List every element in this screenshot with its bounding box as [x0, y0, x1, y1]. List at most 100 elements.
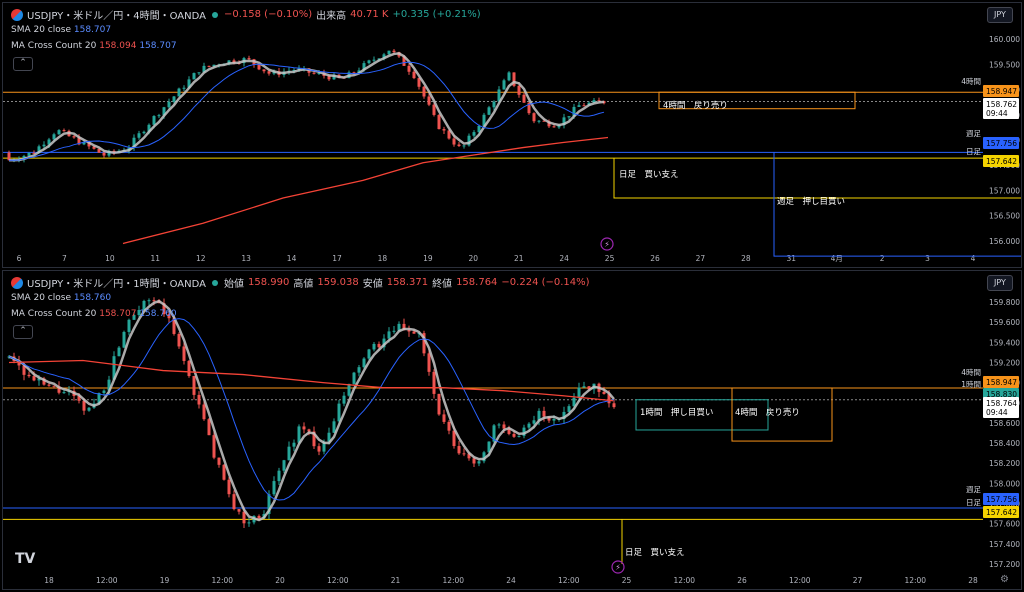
- flag-icon: [11, 276, 23, 289]
- symbol-title-1h[interactable]: USDJPY・米ドル／円・1時間・OANDA: [27, 279, 206, 290]
- zone-bracket: [773, 152, 1021, 257]
- candle-body: [287, 446, 291, 461]
- candle-body: [197, 72, 201, 74]
- price-tag-label: 日足: [966, 498, 981, 507]
- candle-body: [332, 74, 336, 80]
- sma-name: SMA 20 close: [11, 25, 71, 35]
- price-tick-label: 159.400: [989, 338, 1020, 347]
- price-tag-label: 1時間: [961, 380, 981, 389]
- candle-body: [472, 132, 476, 136]
- candle-body: [387, 331, 391, 339]
- candle-body: [132, 315, 136, 320]
- candle-body: [32, 152, 36, 154]
- price-tag-label: 週足: [966, 129, 981, 138]
- currency-button-1h[interactable]: JPY: [987, 275, 1013, 291]
- volume-label: 出来高: [316, 11, 347, 22]
- candle-body: [77, 137, 81, 145]
- price-change-4h: −0.158 (−0.10%): [223, 9, 313, 20]
- candle-body: [217, 457, 221, 465]
- lightning-icon: ⚡: [615, 563, 621, 572]
- candle-body: [292, 442, 296, 447]
- price-tick-label: 158.000: [989, 479, 1020, 488]
- candle-body: [367, 60, 371, 64]
- date-tick-label: 7: [62, 254, 67, 263]
- price-tick-label: 158.600: [989, 419, 1020, 428]
- candle-body: [467, 453, 471, 459]
- date-tick-label: 13: [241, 254, 251, 263]
- candle-body: [332, 421, 336, 433]
- price-tag-label: 日足: [966, 147, 981, 156]
- date-tick-label: 20: [275, 576, 285, 585]
- candle-body: [167, 314, 171, 319]
- candle-body: [92, 146, 96, 149]
- candle-body: [227, 479, 231, 495]
- candle-body: [547, 416, 551, 421]
- candle-body: [547, 121, 551, 127]
- candle-body: [507, 72, 511, 81]
- candle-body: [522, 94, 526, 103]
- candle-body: [352, 372, 356, 384]
- candle-body: [542, 410, 546, 417]
- candle-body: [412, 331, 416, 334]
- candle-body: [532, 113, 536, 122]
- date-tick-label: 19: [160, 576, 170, 585]
- indicator-sma-4h[interactable]: SMA 20 close 158.707: [11, 25, 111, 35]
- price-tick-label: 160.000: [989, 35, 1020, 44]
- tradingview-logo[interactable]: TV: [15, 551, 36, 567]
- chart-canvas-4h[interactable]: 160.000159.500159.000158.500158.000157.5…: [3, 3, 1021, 267]
- volume-value: 40.71 K: [350, 9, 389, 20]
- candle-body: [127, 319, 131, 332]
- candle-body: [527, 423, 531, 428]
- candle-body: [32, 376, 36, 381]
- symbol-title-4h[interactable]: USDJPY・米ドル／円・4時間・OANDA: [27, 11, 206, 22]
- candle-body: [162, 107, 166, 116]
- price-tick-label: 157.200: [989, 560, 1020, 569]
- price-tag: [983, 137, 1019, 149]
- candle-body: [327, 75, 331, 80]
- candle-body: [222, 464, 226, 480]
- chart-pane-4h[interactable]: 160.000159.500159.000158.500158.000157.5…: [2, 2, 1022, 268]
- candle-body: [397, 323, 401, 331]
- currency-button-4h[interactable]: JPY: [987, 7, 1013, 23]
- date-tick-label: 10: [105, 254, 115, 263]
- candle-body: [592, 100, 596, 103]
- candle-body: [422, 86, 426, 97]
- candle-body: [377, 343, 381, 348]
- settings-gear-icon[interactable]: ⚙: [1000, 574, 1009, 585]
- candle-body: [97, 148, 101, 153]
- sma-value: 158.760: [73, 293, 112, 303]
- date-tick-label: 12:00: [96, 576, 118, 585]
- price-tick-label: 157.000: [989, 186, 1020, 195]
- candle-body: [352, 72, 356, 74]
- candle-body: [372, 343, 376, 350]
- candle-body: [597, 100, 601, 102]
- candle-body: [312, 431, 316, 447]
- candle-body: [147, 124, 151, 132]
- candle-body: [427, 353, 431, 372]
- collapse-legend-button[interactable]: ⌃: [13, 57, 33, 71]
- collapse-legend-button[interactable]: ⌃: [13, 325, 33, 339]
- candle-body: [297, 426, 301, 443]
- candle-body: [392, 330, 396, 332]
- price-tag: [983, 397, 1019, 418]
- candle-body: [102, 152, 106, 156]
- price-tag-label: 4時間: [961, 368, 981, 377]
- chart-canvas-1h[interactable]: 159.800159.600159.400159.200159.000158.8…: [3, 271, 1021, 589]
- candle-body: [292, 69, 296, 71]
- candle-body: [87, 407, 91, 411]
- candle-body: [52, 385, 56, 387]
- indicator-mac-4h[interactable]: MA Cross Count 20 158.094 158.707: [11, 41, 177, 51]
- indicator-sma-1h[interactable]: SMA 20 close 158.760: [11, 293, 111, 303]
- price-tag-value: 09:44: [986, 408, 1008, 417]
- candle-body: [187, 79, 191, 88]
- candle-body: [487, 107, 491, 115]
- candle-body: [122, 331, 126, 348]
- market-status-icon: [211, 279, 218, 286]
- candle-body: [207, 419, 211, 436]
- price-tag-value: 158.947: [986, 87, 1017, 96]
- date-tick-label: 12:00: [904, 576, 926, 585]
- indicator-mac-1h[interactable]: MA Cross Count 20 158.707 158.760: [11, 309, 177, 319]
- chart-pane-1h[interactable]: 159.800159.600159.400159.200159.000158.8…: [2, 270, 1022, 590]
- event-marker-icon: [611, 560, 625, 574]
- candle-body: [412, 71, 416, 79]
